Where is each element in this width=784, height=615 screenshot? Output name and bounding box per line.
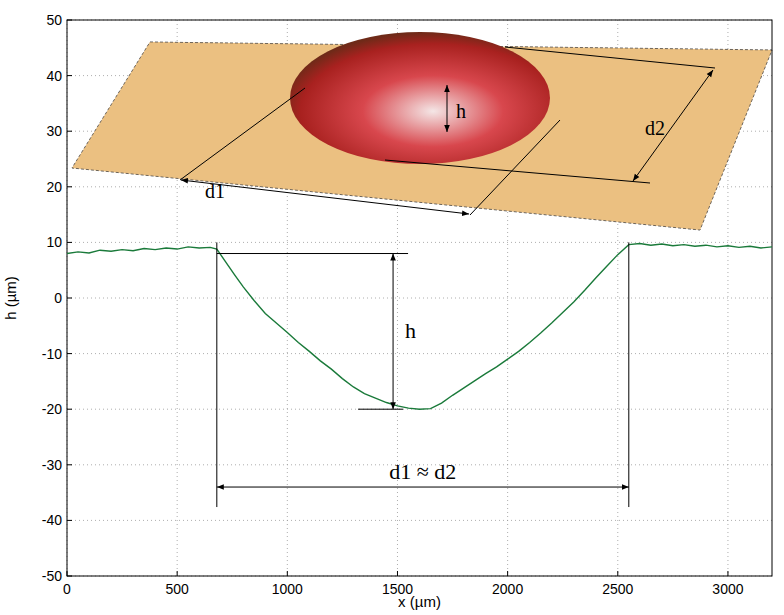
tick-x xyxy=(67,571,68,576)
tick-label-y: 40 xyxy=(46,68,62,84)
annotation-arrow xyxy=(393,254,394,410)
tick-label-y: 0 xyxy=(54,290,62,306)
tick-label-x: 500 xyxy=(165,581,189,597)
inset-label: d2 xyxy=(645,117,665,139)
grid-line-y xyxy=(67,298,772,299)
annotation-guide xyxy=(358,409,403,410)
inset-label: d1 xyxy=(205,180,225,202)
tick-label-y: 50 xyxy=(46,12,62,28)
tick-label-x: 3000 xyxy=(712,581,743,597)
tick-x xyxy=(287,571,288,576)
tick-y xyxy=(67,186,72,187)
annotation-guide xyxy=(217,253,408,254)
tick-x xyxy=(617,571,618,576)
tick-label-y: -50 xyxy=(42,568,62,584)
tick-x xyxy=(727,571,728,576)
tick-x xyxy=(397,571,398,576)
grid-line-y xyxy=(67,242,772,243)
tick-label-x: 1000 xyxy=(272,581,303,597)
tick-y xyxy=(67,131,72,132)
tick-y xyxy=(67,298,72,299)
tick-x xyxy=(177,571,178,576)
tick-y xyxy=(67,409,72,410)
y-axis-title: h (µm) xyxy=(2,276,19,320)
tick-label-y: 30 xyxy=(46,123,62,139)
annotation-guide xyxy=(628,242,629,507)
chart: hd1d2050010001500200025003000-50-40-30-2… xyxy=(0,0,784,615)
annotation-label: h xyxy=(405,318,416,343)
annotation-guide xyxy=(216,242,217,507)
tick-y xyxy=(67,353,72,354)
profile-line xyxy=(67,244,772,410)
inset-line xyxy=(181,180,469,214)
tick-y xyxy=(67,75,72,76)
tick-y xyxy=(67,464,72,465)
inset-image: h d1 d2 xyxy=(72,32,772,230)
tick-label-y: 20 xyxy=(46,179,62,195)
tick-y xyxy=(67,520,72,521)
plot-frame xyxy=(67,20,772,576)
x-axis-title: x (µm) xyxy=(398,593,441,610)
tick-y xyxy=(67,242,72,243)
grid-line-y xyxy=(67,520,772,521)
inset-line xyxy=(447,85,448,132)
tick-label-x: 2500 xyxy=(602,581,633,597)
tick-label-y: -10 xyxy=(42,346,62,362)
inset-label: h xyxy=(456,100,466,122)
tick-x xyxy=(507,571,508,576)
inset-line xyxy=(470,120,560,215)
inset-line xyxy=(385,160,650,183)
annotations: h d1 ≈ d2 xyxy=(217,242,629,507)
tick-label-x: 0 xyxy=(63,581,71,597)
tick-label-y: -20 xyxy=(42,401,62,417)
tick-y xyxy=(67,576,72,577)
plot-data xyxy=(67,244,772,410)
inset-line xyxy=(633,70,713,181)
inset-line xyxy=(180,88,305,180)
tick-label-y: 10 xyxy=(46,234,62,250)
tick-label-y: -30 xyxy=(42,457,62,473)
inset-line xyxy=(505,47,715,68)
tick-y xyxy=(67,20,72,21)
annotation-arrow xyxy=(217,487,629,488)
tick-label-y: -40 xyxy=(42,512,62,528)
annotation-label: d1 ≈ d2 xyxy=(389,459,456,484)
tick-label-x: 2000 xyxy=(492,581,523,597)
inset-crater xyxy=(290,32,550,164)
grid-line-y xyxy=(67,353,772,354)
